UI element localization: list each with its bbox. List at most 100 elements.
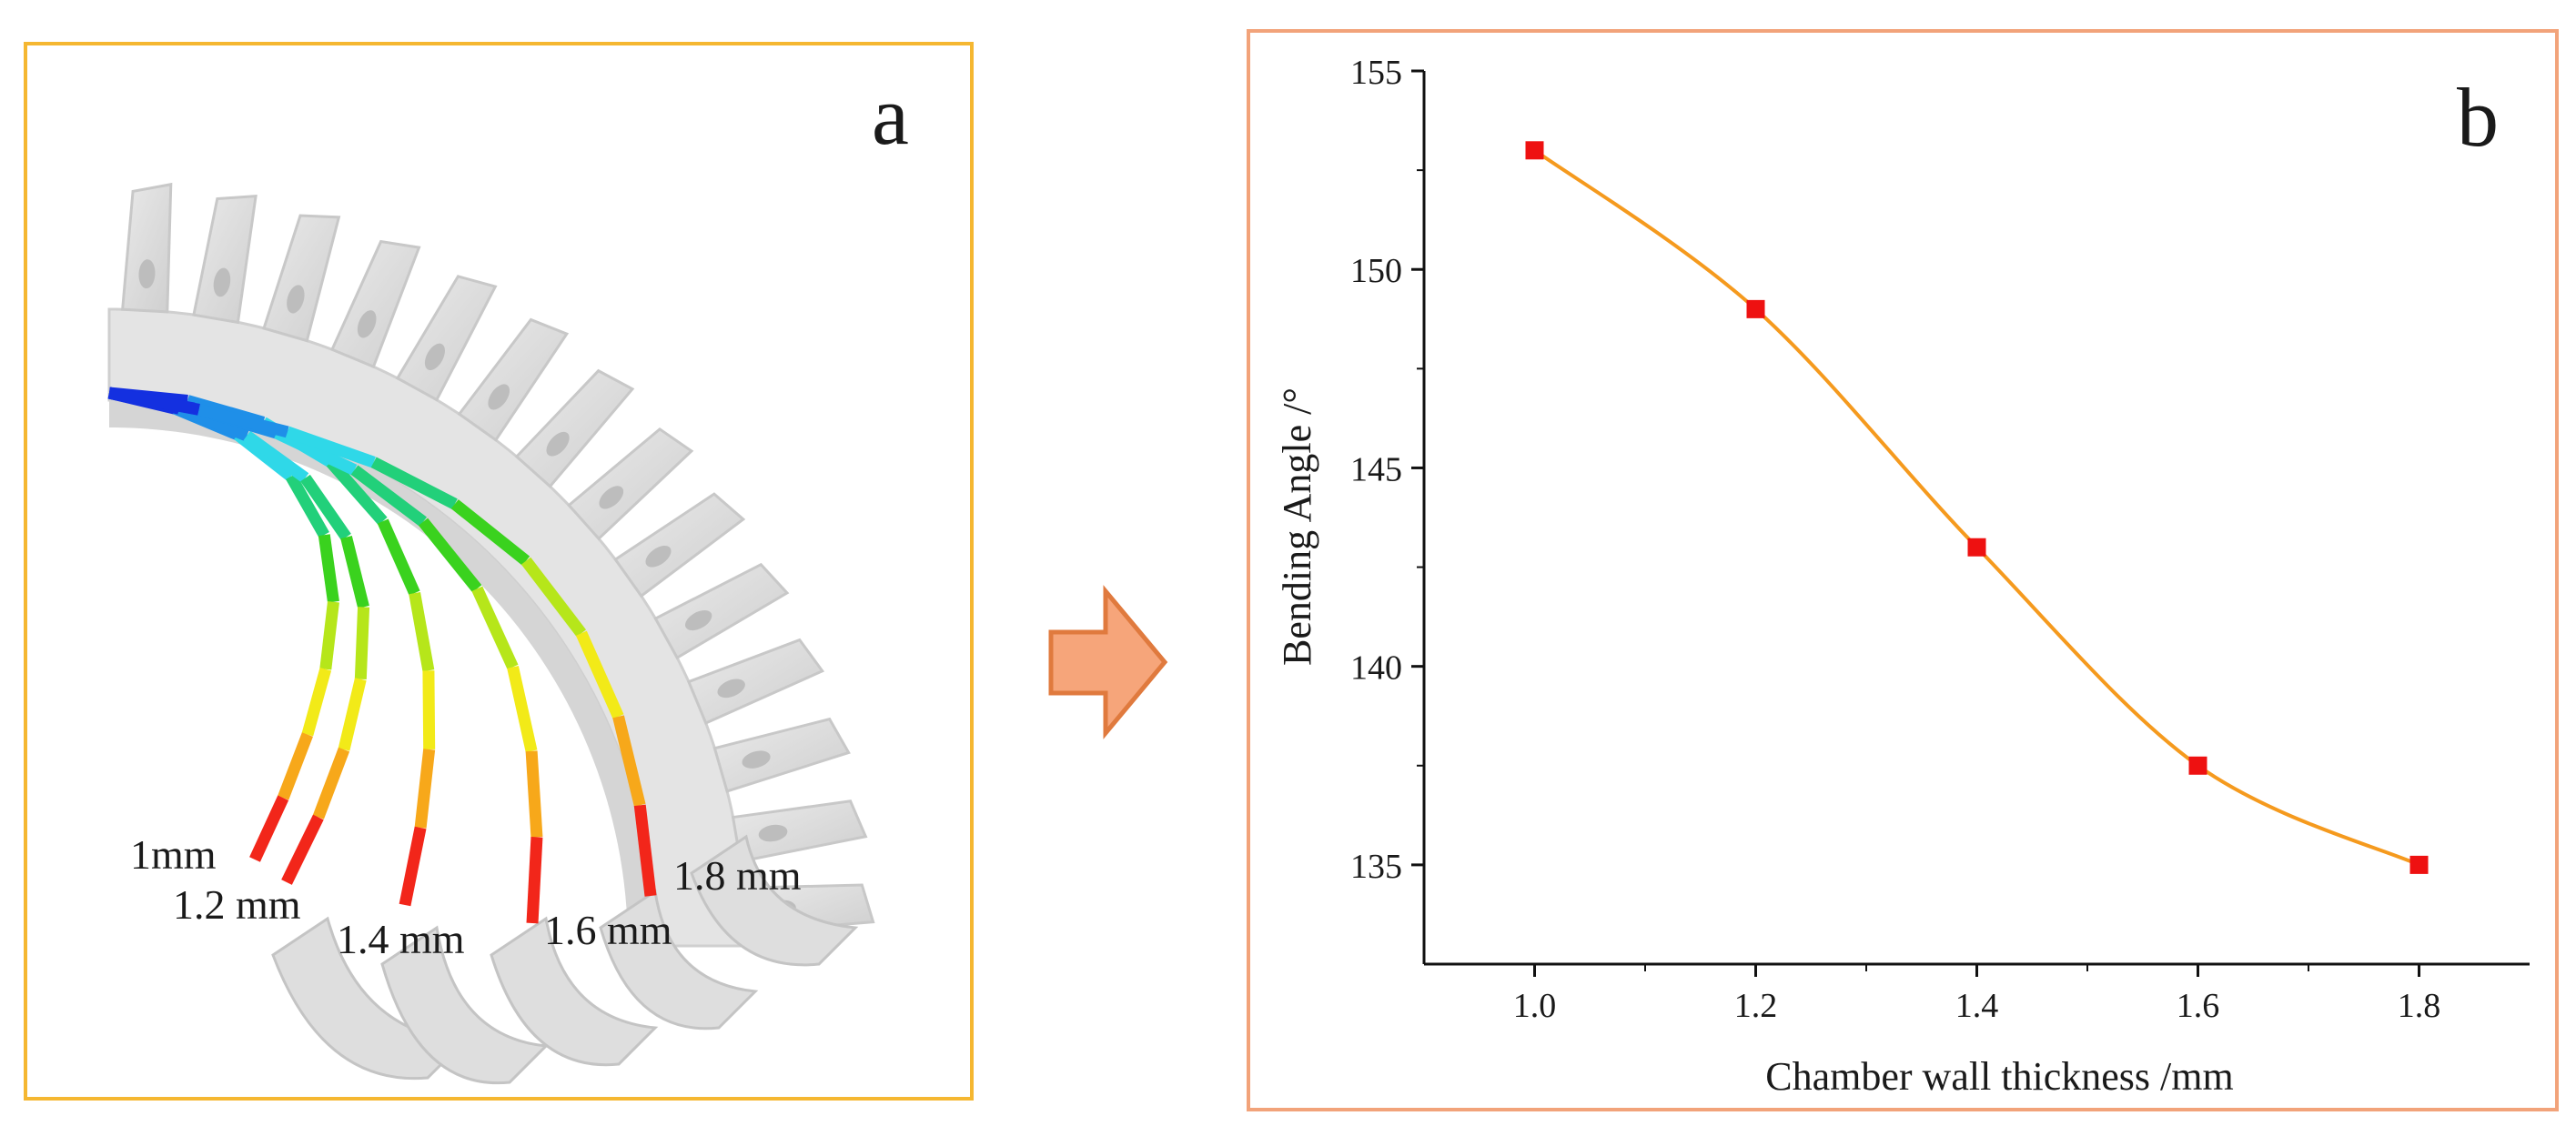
chamber-cavity: [424, 343, 445, 370]
x-tick-label: 1.2: [1734, 987, 1778, 1025]
curve-segment: [326, 458, 388, 526]
actuator-body: [107, 182, 875, 1085]
curve-label-1-2mm: 1.2 mm: [173, 881, 301, 928]
chamber-cavity: [758, 824, 788, 842]
actuator-chambers: [121, 182, 875, 934]
actuator-lower-shells: [271, 834, 859, 1085]
curve-label-1-8mm: 1.8 mm: [673, 852, 802, 899]
lower-shell: [690, 834, 859, 967]
curve-segment: [354, 607, 370, 680]
right-arrow-icon: [1048, 585, 1168, 739]
curve-segment: [285, 426, 376, 468]
curve-segment: [525, 750, 543, 838]
data-point: [1746, 299, 1765, 318]
chamber: [613, 492, 746, 598]
curve-label-1-4mm: 1.4 mm: [337, 916, 465, 962]
y-tick-label: 150: [1350, 252, 1402, 290]
y-ticks: 135 140 145 150 155: [1350, 54, 1424, 886]
chamber-cavity: [213, 267, 231, 297]
chamber: [712, 717, 851, 793]
chamber: [262, 214, 341, 343]
curve-segment: [370, 457, 458, 509]
data-point: [2409, 855, 2429, 874]
curve-segment: [526, 837, 543, 924]
chamber: [567, 427, 694, 541]
chamber: [192, 194, 258, 325]
curve-segment: [312, 747, 350, 819]
y-axis-label: Bending Angle /°: [1275, 387, 1319, 666]
series-markers: [1525, 141, 2429, 874]
curve-segment: [300, 474, 351, 541]
curve-segment: [286, 473, 329, 538]
curve-segment: [243, 430, 309, 483]
curve-segment: [575, 630, 624, 719]
chamber: [395, 275, 498, 402]
curve-segment: [319, 601, 339, 670]
y-tick-label: 155: [1350, 54, 1402, 92]
curve-segment: [338, 678, 367, 751]
chamber-cavity: [685, 610, 712, 631]
curve-segment: [301, 668, 332, 737]
curve-segment: [107, 387, 200, 416]
chamber: [457, 317, 570, 442]
panel-b-frame: [1247, 29, 2559, 1111]
curve-label-1-6mm: 1.6 mm: [544, 907, 672, 953]
data-point: [2188, 756, 2207, 775]
x-ticks: 1.0 1.2 1.4 1.6 1.8: [1513, 964, 2441, 1025]
curve-segment: [471, 586, 519, 670]
x-axis-label: Chamber wall thickness /mm: [1765, 1054, 2233, 1099]
data-point: [1525, 141, 1544, 160]
curve-segment: [197, 404, 289, 438]
chamber-cavity: [717, 679, 745, 699]
curve-segment: [249, 795, 289, 862]
curve-segment: [340, 536, 369, 609]
curve-segment: [409, 591, 435, 672]
curve-segment: [414, 749, 436, 829]
chamber: [653, 562, 790, 660]
y-tick-label: 145: [1350, 450, 1402, 488]
chamber-cavity: [599, 486, 624, 509]
curve-segment: [274, 427, 358, 476]
curve-segment: [278, 732, 313, 800]
curve-segment: [281, 814, 324, 885]
curve-segment: [350, 465, 427, 527]
curve-label-1mm: 1mm: [130, 831, 217, 878]
panel-a: 1mm 1.2 mm 1.4 mm 1.6 mm 1.8 mm a: [24, 42, 974, 1101]
curve-segment: [418, 518, 482, 593]
chamber: [121, 182, 173, 314]
chamber: [514, 368, 635, 488]
chamber-cavity: [357, 310, 377, 338]
chamber-cavity: [488, 384, 510, 410]
curve-segment: [377, 518, 420, 596]
chamber: [686, 638, 825, 726]
y-tick-label: 140: [1350, 649, 1402, 688]
x-tick-label: 1.0: [1513, 987, 1557, 1025]
curve-segment: [450, 499, 530, 566]
chamber-cavity: [287, 285, 305, 314]
lower-shell: [599, 889, 759, 1030]
chamber-cavity: [138, 259, 156, 289]
x-tick-label: 1.8: [2398, 987, 2441, 1025]
panel-b-label: b: [2457, 71, 2499, 164]
x-tick-label: 1.4: [1955, 987, 1999, 1025]
curve-segment: [507, 665, 538, 753]
bending-angle-chart: 135 140 145 150 155 1.0 1.2 1.4 1.6 1.8 Chamber …: [1275, 54, 2530, 1099]
y-tick-label: 135: [1350, 848, 1402, 886]
chamber-cavity: [742, 750, 771, 769]
lower-shell: [380, 925, 550, 1085]
curve-segment: [520, 557, 587, 638]
chamber-cavity: [546, 431, 570, 457]
curve-segment: [399, 826, 427, 907]
deformation-curves: [107, 387, 657, 924]
x-tick-label: 1.6: [2177, 987, 2220, 1025]
lower-shell: [490, 916, 659, 1067]
curve-segment: [612, 715, 646, 807]
curve-segment: [633, 804, 657, 897]
chamber: [329, 239, 421, 369]
curve-segment: [318, 534, 339, 603]
panel-b: b 135 140 145 150 155 1.0 1.2 1.4 1.6 1.8 Chambe…: [1247, 29, 2559, 1111]
chamber-cavity: [645, 545, 672, 568]
data-point: [1967, 538, 1986, 557]
panel-a-label: a: [872, 69, 909, 162]
